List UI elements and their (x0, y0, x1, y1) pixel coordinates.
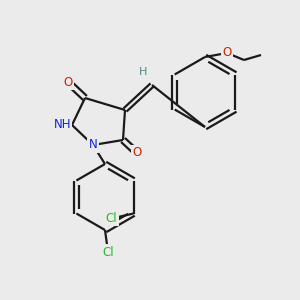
Text: NH: NH (53, 118, 71, 131)
Text: N: N (88, 139, 98, 152)
Text: O: O (222, 46, 232, 59)
Text: Cl: Cl (106, 212, 117, 225)
Text: Cl: Cl (102, 245, 114, 259)
Text: O: O (132, 146, 142, 160)
Text: O: O (63, 76, 73, 88)
Text: H: H (139, 67, 147, 77)
